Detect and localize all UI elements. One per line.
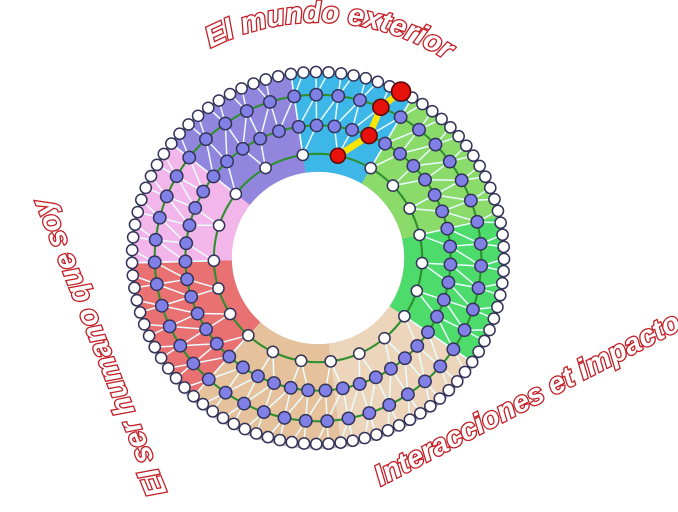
svg-text:El mundo exterior: El mundo exterior <box>200 0 461 67</box>
